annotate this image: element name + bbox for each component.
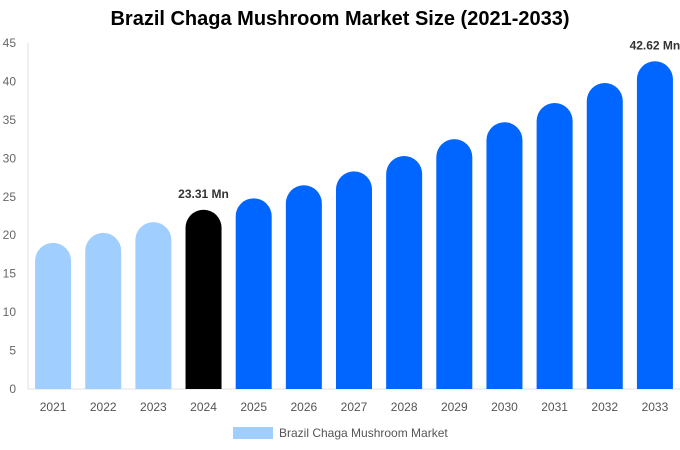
bar-2031 bbox=[536, 102, 573, 390]
bar-2032 bbox=[586, 82, 623, 389]
legend-label: Brazil Chaga Mushroom Market bbox=[279, 426, 448, 440]
x-tick-label: 2022 bbox=[90, 400, 117, 414]
y-tick-label: 5 bbox=[9, 344, 16, 358]
x-tick-label: 2023 bbox=[140, 400, 167, 414]
y-tick-label: 35 bbox=[3, 113, 17, 127]
bar-2024 bbox=[185, 209, 222, 389]
bar-2028 bbox=[386, 156, 423, 389]
y-tick-label: 45 bbox=[3, 36, 17, 50]
x-tick-label: 2024 bbox=[190, 400, 217, 414]
x-tick-label: 2025 bbox=[240, 400, 267, 414]
bar-2025 bbox=[235, 198, 272, 389]
bar-2027 bbox=[336, 171, 372, 389]
bar-2030 bbox=[486, 122, 523, 389]
y-tick-label: 30 bbox=[3, 151, 17, 165]
y-tick-label: 25 bbox=[3, 190, 17, 204]
x-tick-label: 2028 bbox=[391, 400, 418, 414]
data-label-2024: 23.31 Mn bbox=[178, 187, 229, 201]
bar-2023 bbox=[135, 222, 172, 389]
y-tick-label: 20 bbox=[3, 228, 17, 242]
y-tick-label: 40 bbox=[3, 74, 17, 88]
bar-2033 bbox=[636, 61, 673, 389]
y-tick-label: 15 bbox=[3, 267, 17, 281]
x-tick-label: 2030 bbox=[491, 400, 518, 414]
bar-2026 bbox=[285, 185, 322, 389]
data-label-2033: 42.62 Mn bbox=[630, 38, 680, 52]
legend-swatch bbox=[233, 427, 273, 439]
x-tick-label: 2033 bbox=[642, 400, 669, 414]
y-tick-label: 10 bbox=[3, 305, 17, 319]
legend[interactable]: Brazil Chaga Mushroom Market bbox=[233, 426, 448, 440]
x-tick-label: 2032 bbox=[591, 400, 618, 414]
x-tick-label: 2027 bbox=[341, 400, 368, 414]
bar-2029 bbox=[436, 139, 473, 389]
chart-title: Brazil Chaga Mushroom Market Size (2021-… bbox=[110, 8, 570, 30]
x-tick-label: 2026 bbox=[290, 400, 317, 414]
bar-2021 bbox=[35, 242, 72, 389]
x-tick-label: 2031 bbox=[541, 400, 568, 414]
bar-2022 bbox=[85, 232, 122, 389]
x-tick-label: 2029 bbox=[441, 400, 468, 414]
y-tick-label: 0 bbox=[9, 382, 16, 396]
x-tick-label: 2021 bbox=[40, 400, 67, 414]
